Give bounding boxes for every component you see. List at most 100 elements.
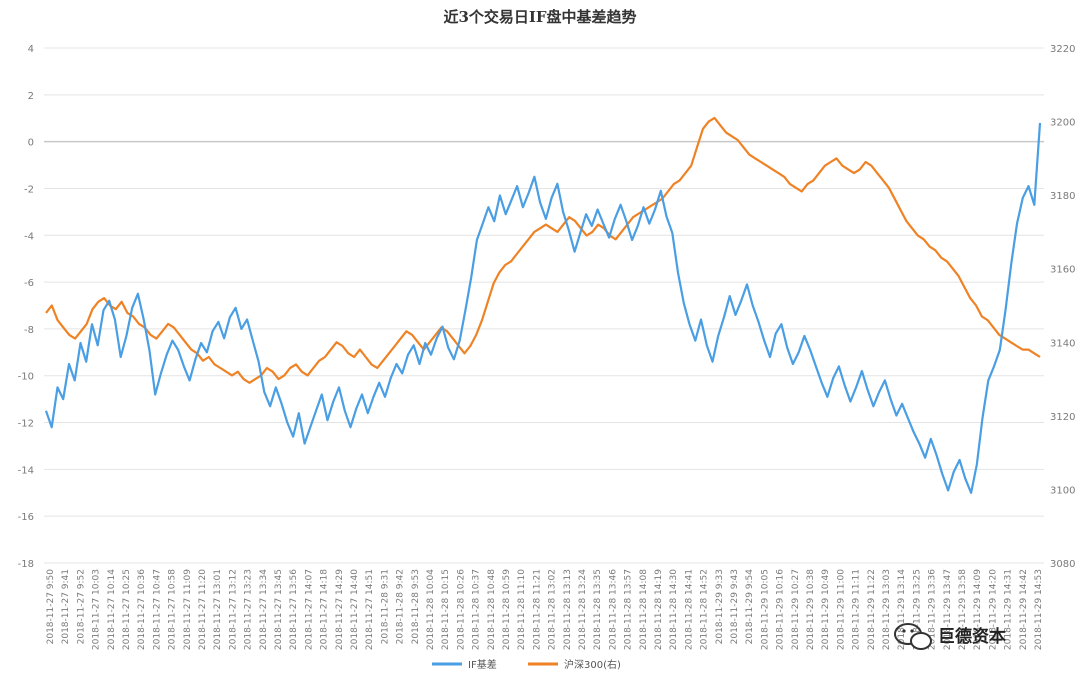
left-tick-label: -10 [18, 372, 34, 383]
x-tick-label: 2018-11-27 13:34 [259, 569, 269, 650]
x-tick-label: 2018-11-29 11:11 [852, 569, 862, 650]
right-tick-label: 3220 [1050, 44, 1075, 55]
x-tick-label: 2018-11-27 14:40 [350, 569, 360, 650]
x-tick-label: 2018-11-27 13:56 [289, 569, 299, 650]
x-tick-label: 2018-11-27 10:14 [107, 569, 117, 650]
x-tick-label: 2018-11-27 14:51 [365, 569, 375, 650]
x-tick-label: 2018-11-28 10:04 [426, 569, 436, 650]
x-tick-label: 2018-11-28 14:41 [684, 569, 694, 650]
right-tick-label: 3080 [1050, 559, 1075, 570]
x-tick-label: 2018-11-29 14:53 [1034, 569, 1044, 650]
x-tick-label: 2018-11-29 14:42 [1019, 569, 1029, 650]
x-tick-label: 2018-11-28 13:13 [563, 569, 573, 650]
x-tick-label: 2018-11-29 9:43 [730, 569, 740, 644]
x-tick-label: 2018-11-29 11:22 [867, 569, 877, 650]
right-axis: 3220 3200 3180 3160 3140 3120 3100 3080 [1050, 44, 1075, 570]
x-tick-label: 2018-11-29 13:36 [928, 569, 938, 650]
legend-label-basis: IF基差 [468, 658, 497, 671]
right-tick-label: 3180 [1050, 191, 1075, 202]
x-tick-label: 2018-11-28 13:02 [548, 569, 558, 650]
legend-label-hs300: 沪深300(右) [564, 658, 621, 671]
x-tick-label: 2018-11-27 14:18 [320, 569, 330, 650]
right-tick-label: 3160 [1050, 265, 1075, 276]
left-tick-label: 0 [28, 138, 34, 149]
left-tick-label: -8 [24, 325, 34, 336]
right-tick-label: 3200 [1050, 118, 1075, 129]
x-tick-label: 2018-11-28 9:31 [380, 569, 390, 644]
left-tick-label: -12 [18, 419, 34, 430]
left-tick-label: -16 [18, 512, 34, 523]
x-tick-label: 2018-11-28 10:59 [502, 569, 512, 650]
watermark: 巨德资本 [894, 623, 1006, 650]
x-tick-label: 2018-11-27 13:45 [274, 569, 284, 650]
x-tick-label: 2018-11-28 10:37 [472, 569, 482, 650]
x-tick-label: 2018-11-28 14:08 [639, 569, 649, 650]
left-tick-label: 4 [28, 44, 34, 55]
x-tick-label: 2018-11-29 13:58 [958, 569, 968, 650]
x-tick-label: 2018-11-27 10:25 [122, 569, 132, 650]
x-tick-label: 2018-11-28 13:46 [608, 569, 618, 650]
x-tick-label: 2018-11-29 9:33 [715, 569, 725, 644]
x-tick-label: 2018-11-29 14:31 [1004, 569, 1014, 650]
x-tick-label: 2018-11-28 11:21 [532, 569, 542, 650]
left-tick-label: -2 [24, 184, 34, 195]
x-tick-label: 2018-11-27 11:09 [183, 569, 193, 650]
x-tick-label: 2018-11-27 13:01 [213, 569, 223, 650]
x-tick-label: 2018-11-28 10:26 [456, 569, 466, 650]
left-tick-label: -6 [24, 278, 34, 289]
series-lines [44, 116, 1042, 494]
x-tick-label: 2018-11-28 10:15 [441, 569, 451, 650]
x-tick-label: 2018-11-27 13:12 [228, 569, 238, 650]
chart-title: 近3个交易日IF盘中基差趋势 [443, 8, 636, 26]
x-tick-label: 2018-11-28 11:10 [517, 569, 527, 650]
x-tick-label: 2018-11-29 13:14 [897, 569, 907, 650]
x-tick-label: 2018-11-27 9:50 [46, 569, 56, 645]
x-axis: 2018-11-27 9:50 2018-11-27 9:41 2018-11-27… [46, 569, 1044, 650]
x-tick-label: 2018-11-29 13:47 [943, 569, 953, 650]
x-tick-label: 2018-11-27 11:20 [198, 569, 208, 650]
wechat-icon [894, 623, 932, 650]
x-tick-label: 2018-11-28 9:42 [396, 569, 406, 644]
x-tick-label: 2018-11-28 9:53 [411, 569, 421, 644]
x-tick-label: 2018-11-27 9:52 [76, 569, 86, 644]
x-tick-label: 2018-11-27 9:41 [61, 569, 71, 644]
right-tick-label: 3120 [1050, 412, 1075, 423]
x-tick-label: 2018-11-28 14:52 [700, 569, 710, 650]
left-tick-label: -14 [18, 465, 34, 476]
x-tick-label: 2018-11-27 10:47 [152, 569, 162, 650]
x-tick-label: 2018-11-28 13:35 [593, 569, 603, 650]
left-tick-label: -18 [18, 559, 34, 570]
x-tick-label: 2018-11-29 10:27 [791, 569, 801, 650]
left-tick-label: -4 [24, 231, 34, 242]
x-tick-label: 2018-11-29 10:05 [760, 569, 770, 650]
x-tick-label: 2018-11-29 13:03 [882, 569, 892, 650]
x-tick-label: 2018-11-27 10:58 [168, 569, 178, 650]
x-tick-label: 2018-11-29 9:54 [745, 569, 755, 645]
watermark-text: 巨德资本 [938, 626, 1006, 647]
left-tick-label: 2 [28, 91, 34, 102]
x-tick-label: 2018-11-27 13:23 [244, 569, 254, 650]
x-tick-label: 2018-11-29 10:49 [821, 569, 831, 650]
x-tick-label: 2018-11-27 14:29 [335, 569, 345, 650]
x-tick-label: 2018-11-29 11:00 [836, 569, 846, 650]
right-tick-label: 3140 [1050, 338, 1075, 349]
series-line-hs300 [45, 116, 1041, 384]
x-tick-label: 2018-11-28 13:24 [578, 569, 588, 650]
x-tick-label: 2018-11-28 14:30 [669, 569, 679, 650]
x-tick-label: 2018-11-29 13:25 [912, 569, 922, 650]
x-tick-label: 2018-11-27 10:36 [137, 569, 147, 650]
left-axis: 4 2 0 -2 -4 -6 -8 -10 -12 -14 -16 -18 [18, 44, 34, 570]
x-tick-label: 2018-11-28 10:48 [487, 569, 497, 650]
x-tick-label: 2018-11-27 14:07 [304, 569, 314, 650]
x-tick-label: 2018-11-27 10:03 [92, 569, 102, 650]
grid-lines [44, 47, 1044, 564]
legend: IF基差 沪深300(右) [432, 658, 621, 671]
x-tick-label: 2018-11-28 14:19 [654, 569, 664, 650]
series-line-basis [44, 122, 1042, 494]
x-tick-label: 2018-11-29 14:09 [973, 569, 983, 650]
x-tick-label: 2018-11-28 13:57 [624, 569, 634, 650]
right-tick-label: 3100 [1050, 485, 1075, 496]
x-tick-label: 2018-11-29 14:20 [988, 569, 998, 650]
x-tick-label: 2018-11-29 10:16 [776, 569, 786, 650]
